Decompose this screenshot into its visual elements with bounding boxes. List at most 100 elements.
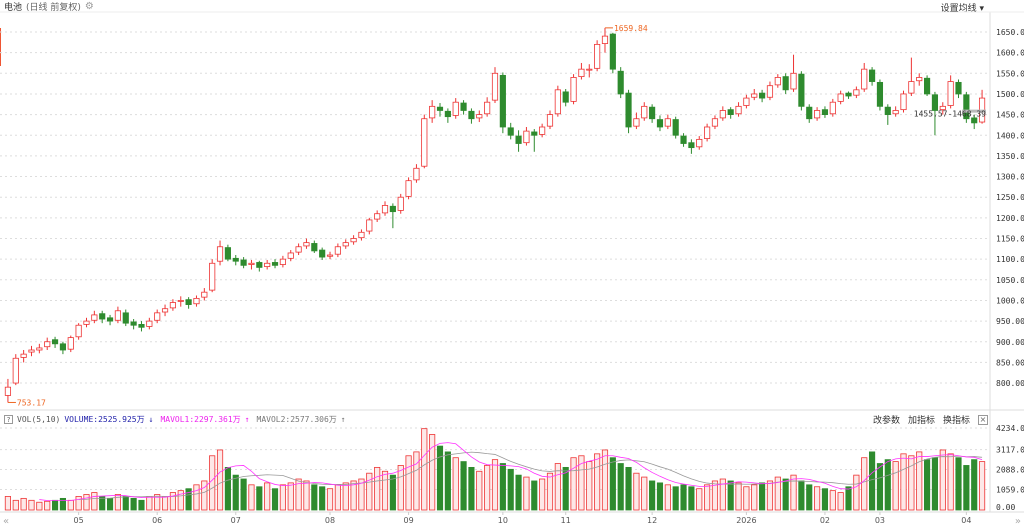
candle bbox=[444, 108, 451, 123]
candle-body bbox=[106, 317, 114, 322]
candle bbox=[264, 259, 271, 270]
candle-body bbox=[633, 118, 640, 127]
candle bbox=[36, 343, 43, 354]
gear-icon[interactable]: ⚙ bbox=[84, 1, 94, 12]
candle bbox=[601, 27, 609, 53]
volume-bar bbox=[507, 468, 514, 511]
volume-bar bbox=[955, 457, 962, 511]
volume-bar bbox=[578, 455, 585, 511]
candle bbox=[947, 75, 954, 109]
volume-bar bbox=[554, 463, 561, 511]
candle-body bbox=[114, 310, 121, 321]
candle-body bbox=[861, 68, 868, 90]
volume-bar bbox=[444, 451, 451, 511]
candle bbox=[4, 378, 12, 403]
volume-bar bbox=[75, 496, 82, 511]
candle-body bbox=[83, 320, 90, 325]
volume-bar bbox=[326, 488, 334, 511]
candle bbox=[578, 62, 585, 80]
candle bbox=[366, 217, 373, 235]
candle-body bbox=[766, 85, 774, 98]
candle bbox=[161, 304, 169, 317]
candle-body bbox=[366, 219, 373, 232]
candle-body bbox=[36, 347, 43, 351]
candle bbox=[594, 40, 601, 72]
volume-bar bbox=[232, 474, 239, 511]
volume-bar bbox=[908, 455, 915, 511]
volume-bar bbox=[12, 499, 19, 511]
candle-body bbox=[814, 110, 821, 119]
close-icon[interactable]: × bbox=[978, 414, 988, 425]
candle-body bbox=[67, 337, 74, 350]
switch-indicator-button[interactable]: 换指标 bbox=[942, 416, 970, 426]
candle-body bbox=[279, 258, 286, 265]
price-tick-label: 1450.00 bbox=[996, 111, 1024, 120]
candle bbox=[201, 288, 208, 301]
chart-title-bar: 电池 (日线 前复权) ⚙ bbox=[0, 0, 1024, 13]
price-tick-label: 1050.00 bbox=[996, 276, 1024, 285]
volume-bar bbox=[374, 466, 381, 511]
candle-body bbox=[201, 291, 208, 298]
change-params-button[interactable]: 改参数 bbox=[872, 416, 900, 426]
volume-tick-label: 3117.00 bbox=[996, 446, 1024, 455]
volume-bar bbox=[790, 474, 797, 511]
help-icon[interactable]: ? bbox=[4, 414, 13, 424]
candle bbox=[468, 108, 475, 124]
candle-body bbox=[507, 127, 514, 136]
candle bbox=[539, 123, 546, 138]
scroll-right-button[interactable]: » bbox=[1014, 516, 1021, 527]
price-tick-label: 1400.00 bbox=[996, 131, 1024, 140]
volume-bar bbox=[484, 465, 491, 511]
candle bbox=[971, 114, 978, 130]
volume-bar bbox=[649, 480, 656, 511]
candle bbox=[814, 107, 821, 121]
indicator-toolbar: 改参数 加指标 换指标 × bbox=[873, 413, 988, 426]
candle bbox=[232, 255, 239, 266]
volume-bar bbox=[20, 497, 27, 511]
candle bbox=[939, 102, 946, 115]
candle-body bbox=[711, 118, 719, 127]
candle bbox=[484, 97, 491, 117]
candle-body bbox=[326, 254, 334, 257]
xaxis-label: 08 bbox=[325, 516, 335, 525]
candle-body bbox=[295, 246, 302, 253]
candle bbox=[271, 259, 279, 269]
xaxis-label: 2026 bbox=[736, 516, 756, 525]
candle-body bbox=[656, 119, 664, 128]
candle bbox=[751, 88, 758, 101]
max-price-label: 1659.84 bbox=[614, 24, 648, 33]
candle bbox=[696, 136, 703, 150]
candle bbox=[711, 115, 719, 130]
volume-bar bbox=[876, 463, 884, 511]
volume-bar bbox=[44, 500, 51, 511]
candle-body bbox=[169, 302, 176, 309]
candle bbox=[491, 67, 499, 104]
candle-body bbox=[829, 101, 836, 115]
volume-bar bbox=[28, 499, 35, 511]
add-indicator-button[interactable]: 加指标 bbox=[907, 416, 935, 426]
candle-body bbox=[311, 243, 318, 252]
volume-bar bbox=[122, 496, 129, 511]
candle-body bbox=[680, 135, 687, 144]
volume-bar bbox=[798, 480, 805, 511]
chart-mode: (日线 前复权) bbox=[26, 3, 81, 13]
candle bbox=[507, 122, 514, 140]
volume-bar bbox=[303, 480, 310, 511]
volume-bar bbox=[814, 486, 821, 511]
volume-bar bbox=[782, 478, 789, 511]
candle bbox=[476, 110, 483, 123]
candle-body bbox=[185, 299, 192, 305]
volume-bar bbox=[366, 472, 373, 511]
candle-body bbox=[342, 242, 349, 247]
scroll-left-button[interactable]: « bbox=[3, 516, 10, 527]
candle-body bbox=[381, 205, 389, 214]
volume-bar bbox=[829, 490, 836, 511]
candle bbox=[790, 54, 797, 92]
candle bbox=[523, 126, 530, 146]
candle-body bbox=[570, 77, 577, 102]
candle-body bbox=[688, 142, 695, 149]
ma-settings-dropdown[interactable]: 设置均线 ▾ bbox=[940, 4, 984, 14]
volume-bar bbox=[130, 497, 137, 511]
volume-bar bbox=[397, 465, 404, 511]
